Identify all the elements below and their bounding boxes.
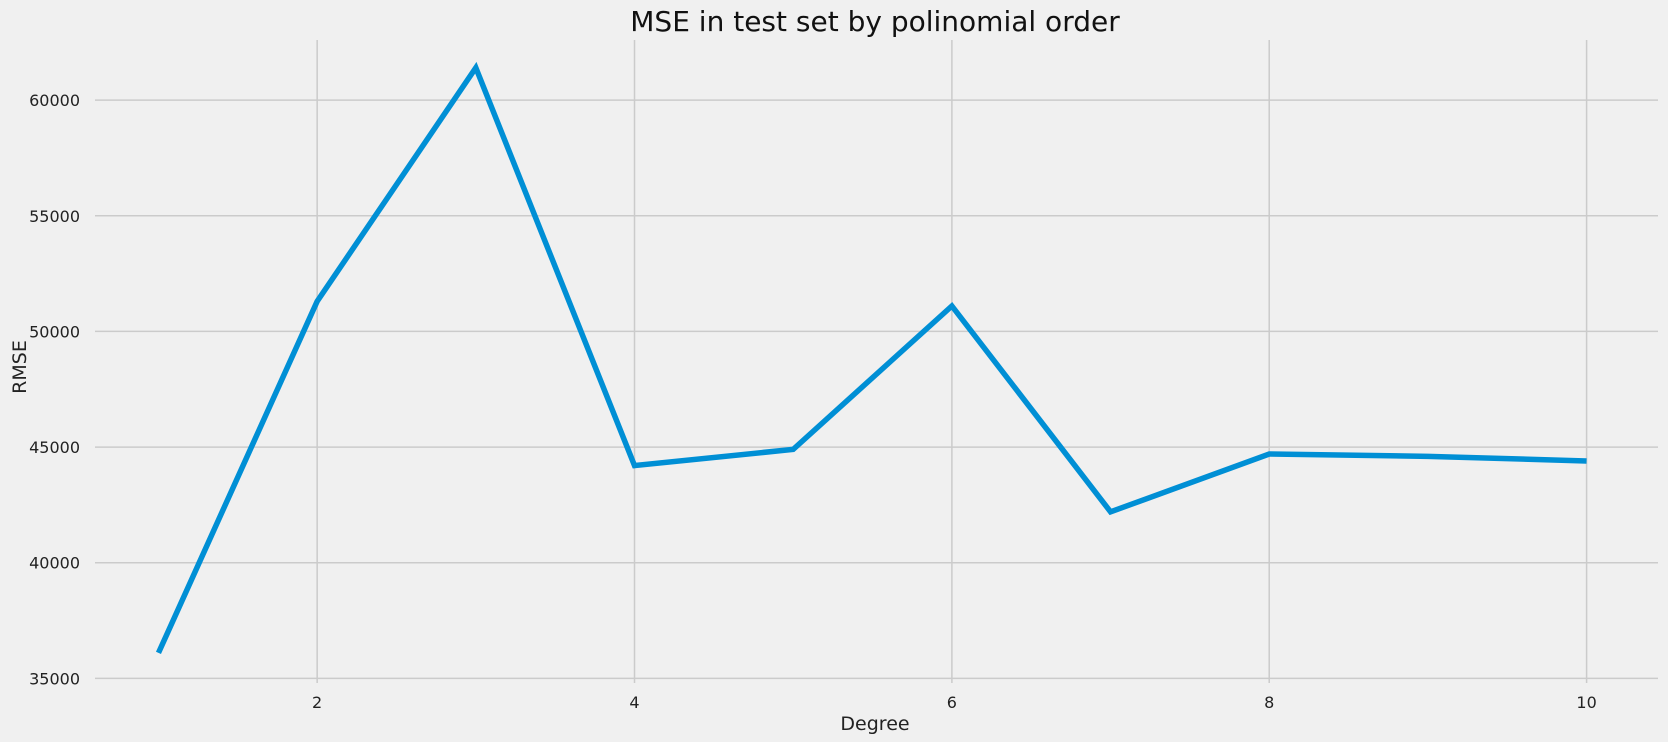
x-tick-label-1: 4 xyxy=(629,693,639,712)
x-tick-label-2: 6 xyxy=(947,693,957,712)
y-tick-labels: 35000 40000 45000 50000 55000 60000 xyxy=(29,91,80,688)
y-axis-label: RMSE xyxy=(9,340,31,394)
y-tick-label-0: 35000 xyxy=(29,669,80,688)
y-gridlines xyxy=(95,99,1658,680)
x-tick-labels: 2 4 6 8 10 xyxy=(312,693,1597,712)
x-tick-label-0: 2 xyxy=(312,693,322,712)
chart-title: MSE in test set by polinomial order xyxy=(630,5,1120,38)
x-tick-label-4: 10 xyxy=(1576,693,1596,712)
y-tick-label-4: 55000 xyxy=(29,207,80,226)
y-tick-label-1: 40000 xyxy=(29,554,80,573)
y-tick-label-3: 50000 xyxy=(29,322,80,341)
y-tick-label-5: 60000 xyxy=(29,91,80,110)
x-tick-label-3: 8 xyxy=(1264,693,1274,712)
y-tick-label-2: 45000 xyxy=(29,438,80,457)
x-gridlines xyxy=(316,40,1588,683)
series-layer xyxy=(155,61,1587,655)
series-line-0 xyxy=(155,61,1587,655)
x-axis-label: Degree xyxy=(840,713,909,735)
